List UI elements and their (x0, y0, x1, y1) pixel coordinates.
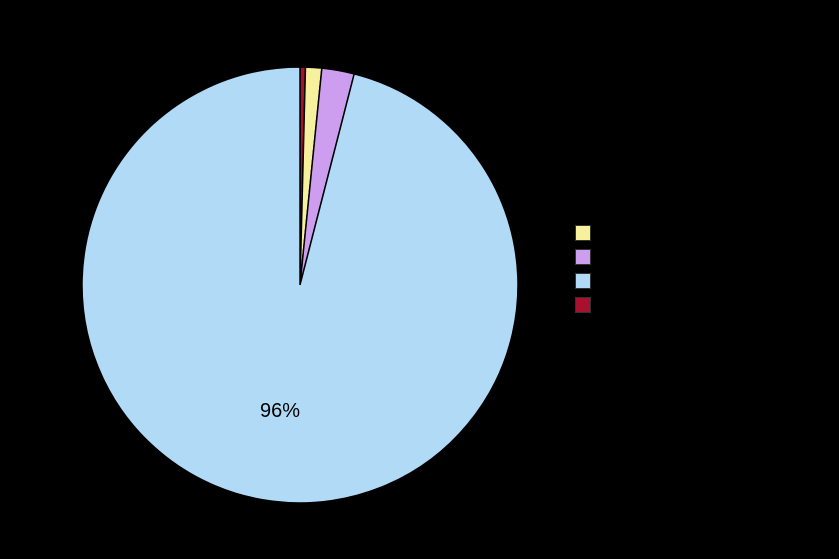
pie-slice (82, 67, 518, 503)
legend-swatch (575, 297, 591, 313)
chart-stage: 96% (0, 0, 839, 559)
pie-svg (80, 65, 520, 505)
legend-item (575, 273, 599, 289)
legend-item (575, 225, 599, 241)
legend-item (575, 297, 599, 313)
legend-swatch (575, 249, 591, 265)
legend-swatch (575, 273, 591, 289)
pie-chart (80, 65, 520, 505)
legend (575, 225, 599, 313)
legend-swatch (575, 225, 591, 241)
dominant-slice-pct-label: 96% (260, 400, 300, 423)
legend-item (575, 249, 599, 265)
